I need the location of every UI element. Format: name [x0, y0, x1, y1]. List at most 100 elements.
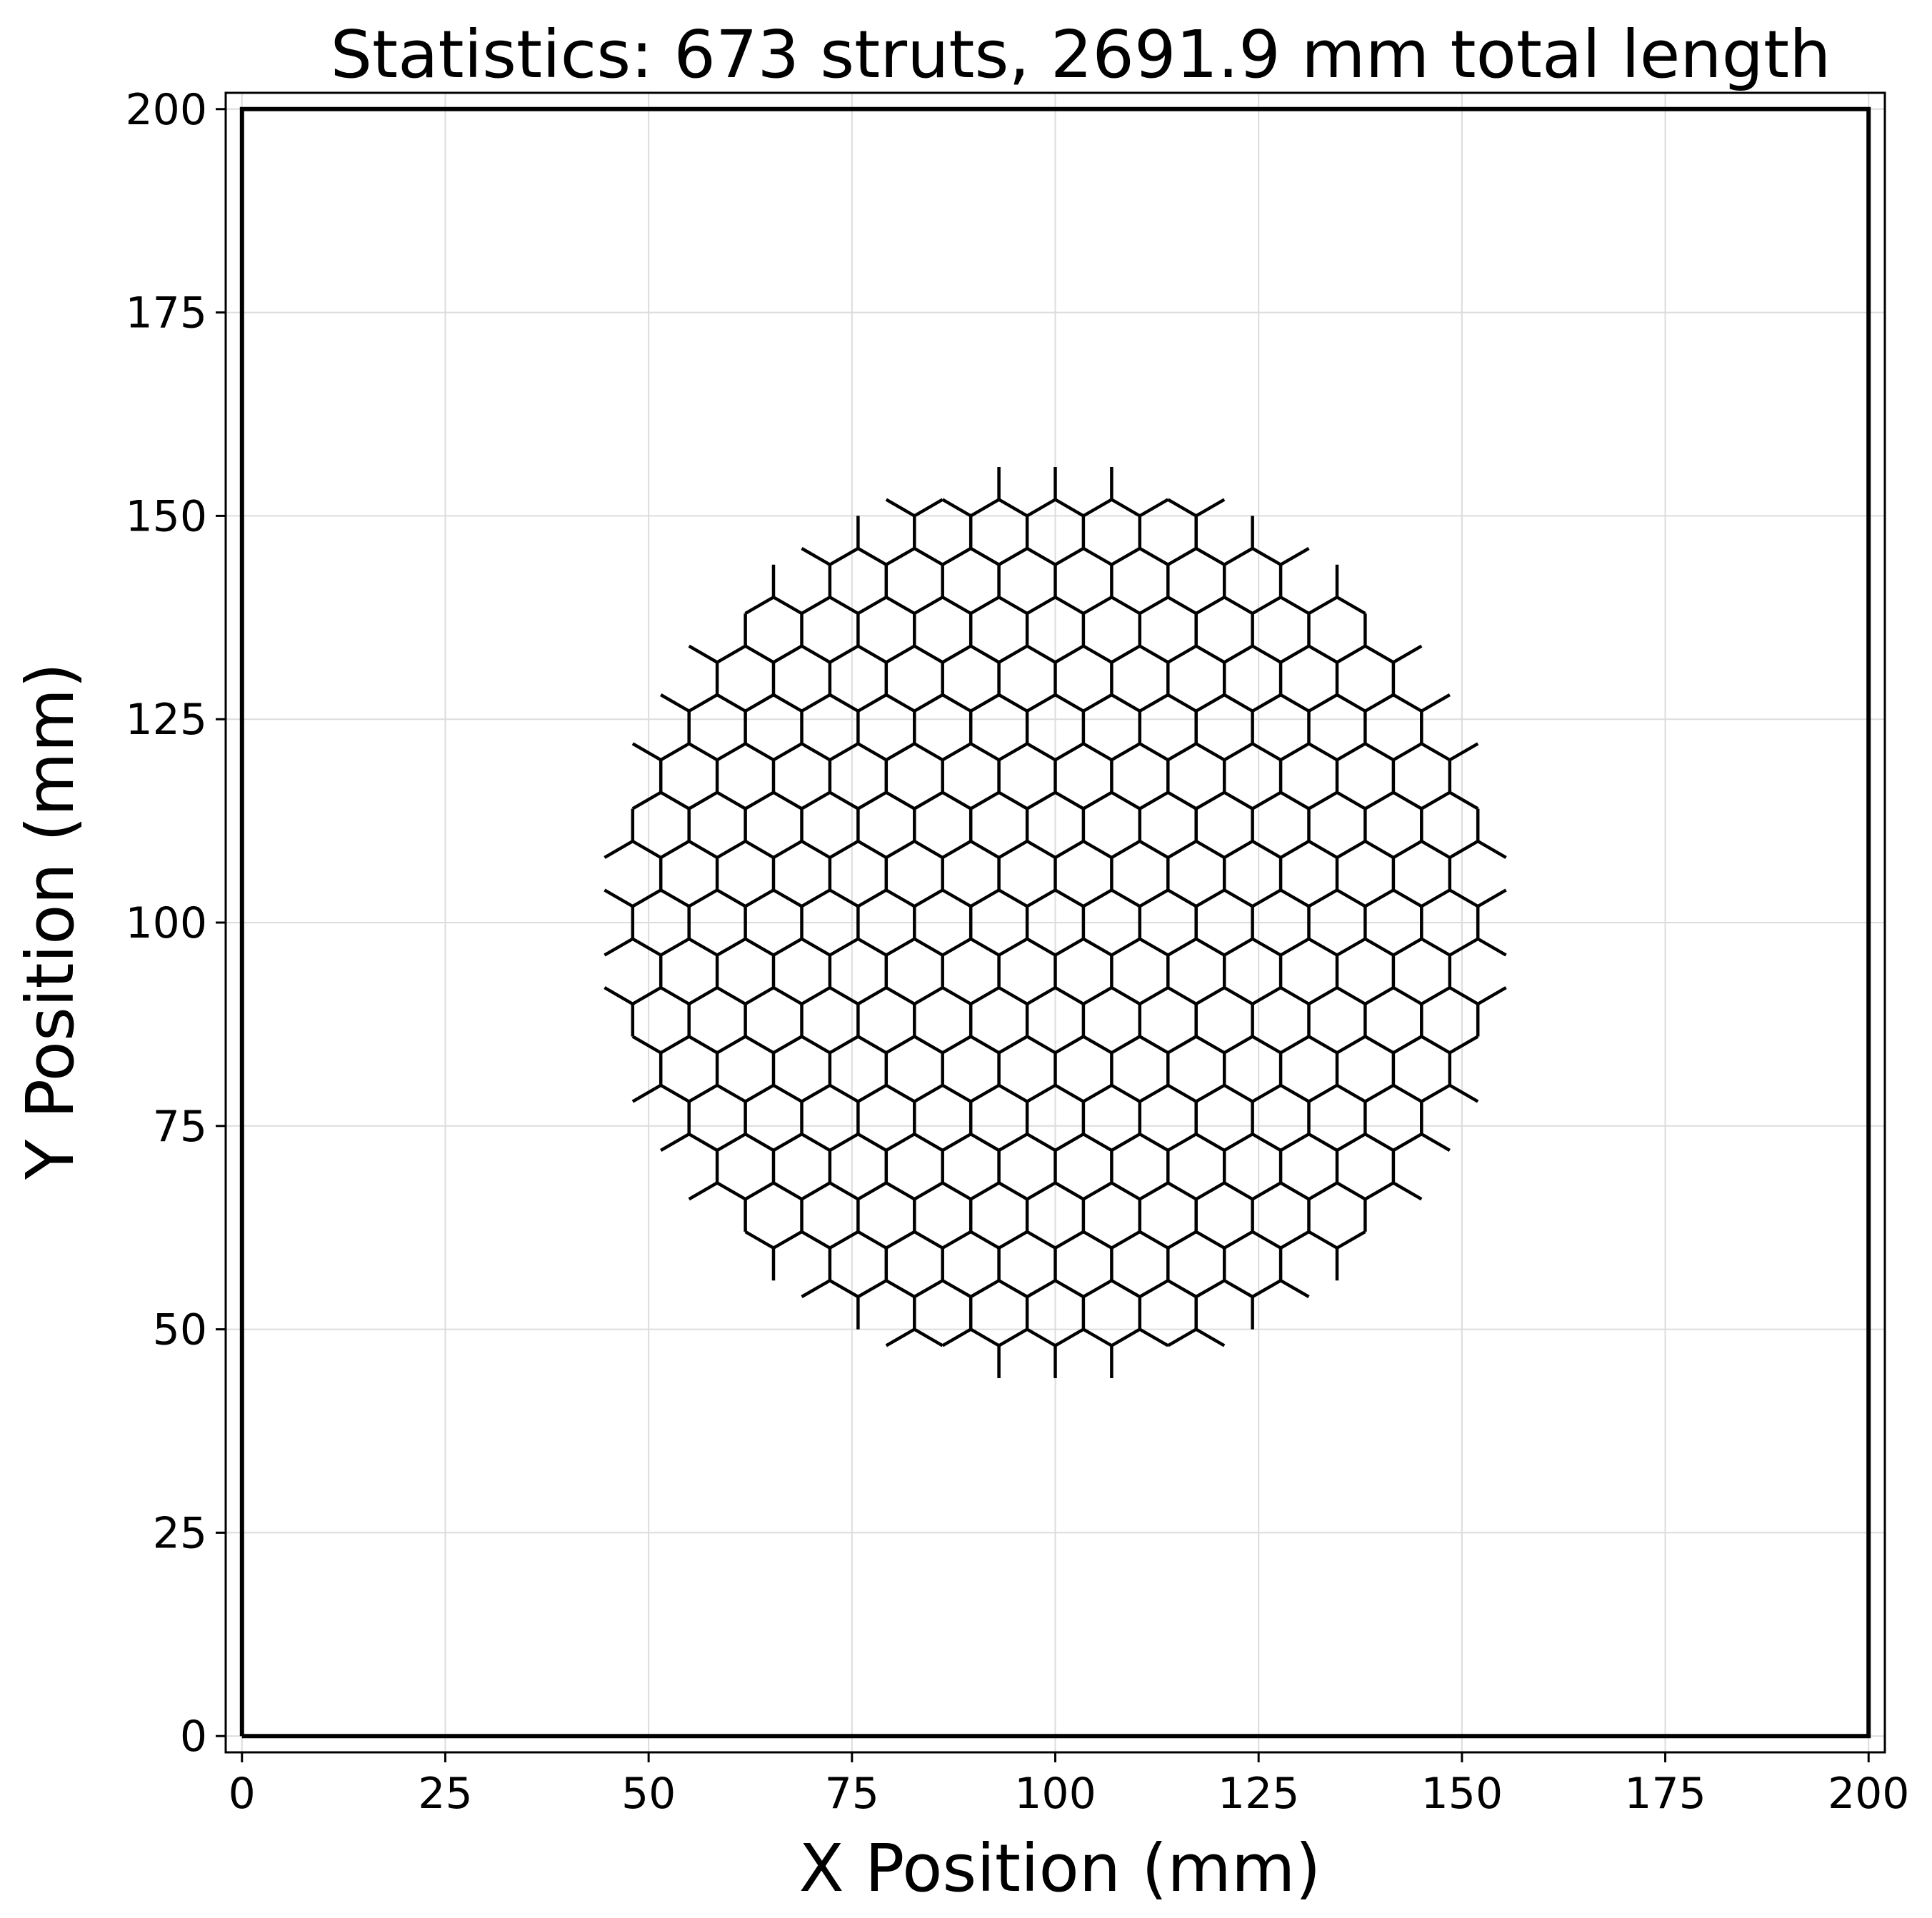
- strut: [970, 1279, 1000, 1298]
- strut: [829, 1083, 859, 1103]
- strut: [716, 986, 746, 1005]
- strut: [1195, 644, 1226, 664]
- strut: [1111, 498, 1141, 518]
- strut: [1392, 1035, 1423, 1055]
- strut: [716, 742, 746, 762]
- strut: [1195, 1230, 1226, 1250]
- strut: [941, 1279, 972, 1298]
- strut: [1223, 596, 1253, 616]
- strut: [857, 1230, 887, 1250]
- strut: [1308, 693, 1338, 713]
- strut: [801, 1133, 831, 1152]
- strut: [970, 1327, 1000, 1347]
- strut: [1336, 1133, 1366, 1152]
- strut: [1279, 1181, 1310, 1201]
- strut: [914, 1133, 944, 1152]
- strut: [970, 1230, 1000, 1250]
- strut: [1138, 1035, 1169, 1055]
- strut: [1026, 937, 1056, 957]
- strut: [885, 1327, 916, 1347]
- strut: [631, 888, 662, 908]
- strut: [1138, 644, 1169, 664]
- strut: [1026, 742, 1056, 762]
- strut: [660, 1083, 690, 1103]
- strut: [1392, 790, 1423, 810]
- strut: [941, 1083, 972, 1103]
- strut: [1251, 596, 1282, 616]
- strut: [1195, 1327, 1226, 1347]
- strut: [857, 1035, 887, 1055]
- strut: [1308, 986, 1338, 1005]
- strut: [885, 1035, 916, 1055]
- strut: [970, 1181, 1000, 1201]
- strut: [885, 888, 916, 908]
- strut: [1308, 1230, 1338, 1250]
- strut: [885, 790, 916, 810]
- strut: [857, 547, 887, 566]
- strut: [970, 888, 1000, 908]
- strut: [914, 1327, 944, 1347]
- strut: [772, 1083, 803, 1103]
- strut: [885, 937, 916, 957]
- strut: [941, 1035, 972, 1055]
- strut: [1448, 742, 1479, 762]
- strut: [914, 498, 944, 518]
- strut: [1054, 1230, 1085, 1250]
- strut: [1223, 986, 1253, 1005]
- strut: [660, 1035, 690, 1055]
- strut: [801, 596, 831, 616]
- strut: [1111, 840, 1141, 859]
- strut: [885, 1230, 916, 1250]
- strut: [1448, 986, 1479, 1005]
- strut: [914, 693, 944, 713]
- strut: [772, 1035, 803, 1055]
- strut: [772, 1230, 803, 1250]
- strut: [716, 888, 746, 908]
- strut: [1111, 937, 1141, 957]
- strut: [970, 742, 1000, 762]
- strut: [688, 986, 719, 1005]
- strut: [857, 596, 887, 616]
- strut: [716, 644, 746, 664]
- strut: [660, 742, 690, 762]
- strut: [1167, 644, 1197, 664]
- strut: [1167, 1327, 1197, 1347]
- strut: [1195, 937, 1226, 957]
- strut: [1054, 1035, 1085, 1055]
- strut: [1082, 937, 1113, 957]
- strut: [1448, 790, 1479, 810]
- strut: [1026, 1181, 1056, 1201]
- strut: [631, 1035, 662, 1055]
- strut: [1054, 986, 1085, 1005]
- strut: [801, 790, 831, 810]
- strut: [970, 693, 1000, 713]
- strut: [1251, 840, 1282, 859]
- strut: [941, 644, 972, 664]
- strut: [857, 986, 887, 1005]
- strut: [772, 644, 803, 664]
- strut: [1279, 596, 1310, 616]
- strut: [998, 596, 1028, 616]
- strut: [1364, 1181, 1395, 1201]
- strut: [970, 986, 1000, 1005]
- strut: [744, 742, 775, 762]
- strut: [1223, 937, 1253, 957]
- strut: [1138, 888, 1169, 908]
- strut: [1308, 1083, 1338, 1103]
- strut: [1195, 1279, 1226, 1298]
- strut: [1336, 986, 1366, 1005]
- strut: [716, 840, 746, 859]
- strut: [1054, 937, 1085, 957]
- strut: [1279, 986, 1310, 1005]
- strut: [1082, 644, 1113, 664]
- strut: [1392, 644, 1423, 664]
- strut: [885, 693, 916, 713]
- strut: [970, 1133, 1000, 1152]
- strut: [744, 888, 775, 908]
- strut: [1279, 1279, 1310, 1298]
- strut: [688, 742, 719, 762]
- strut: [1054, 888, 1085, 908]
- strut: [941, 986, 972, 1005]
- strut: [1308, 742, 1338, 762]
- x-tick-label: 200: [1828, 1769, 1910, 1819]
